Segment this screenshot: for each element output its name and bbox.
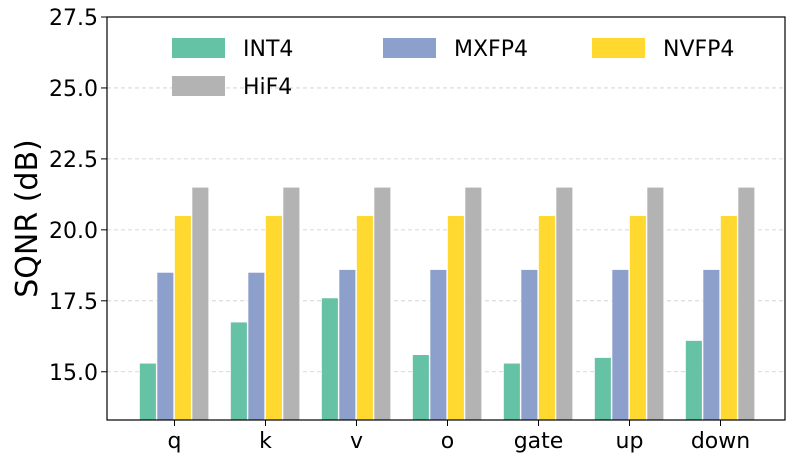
bar-int4-up [594, 357, 612, 421]
plot-frame [106, 16, 786, 421]
bar-int4-v [321, 297, 339, 421]
bar-nvfp4-k [265, 215, 283, 421]
legend: INT4 MXFP4 NVFP4 HiF4 [172, 37, 734, 100]
bar-int4-k [230, 321, 248, 421]
y-axis-ticks: 15.0 17.5 20.0 22.5 25.0 27.5 [49, 6, 107, 386]
x-tick-label-k: k [259, 429, 272, 454]
legend-item-mxfp4: MXFP4 [383, 37, 528, 62]
bar-hif4-o [464, 186, 483, 421]
legend-swatch [172, 38, 225, 58]
bar-mxfp4-down [702, 269, 721, 421]
bar-nvfp4-gate [538, 215, 556, 421]
bar-nvfp4-down [720, 215, 738, 421]
legend-item-hif4: HiF4 [172, 75, 292, 100]
bar-hif4-up [646, 186, 665, 421]
bar-nvfp4-q [174, 215, 192, 421]
x-tick-label-down: down [691, 429, 750, 454]
legend-swatch [172, 76, 225, 96]
bar-hif4-gate [555, 186, 574, 421]
y-tick-label: 20.0 [49, 219, 98, 244]
bar-nvfp4-up [629, 215, 647, 421]
bar-nvfp4-o [447, 215, 465, 421]
x-tick-label-gate: gate [514, 429, 564, 454]
x-axis-ticks: q k v o gate up down [168, 420, 750, 454]
bar-int4-q [139, 362, 157, 421]
legend-label: INT4 [243, 37, 293, 62]
bar-mxfp4-k [247, 272, 266, 421]
x-tick-label-v: v [350, 429, 363, 454]
x-tick-label-up: up [616, 429, 644, 454]
bar-mxfp4-up [611, 269, 630, 421]
legend-label: NVFP4 [663, 37, 734, 62]
y-tick-label: 15.0 [49, 361, 98, 386]
bars [139, 186, 756, 421]
y-tick-label: 17.5 [49, 290, 98, 315]
bar-mxfp4-o [429, 269, 448, 421]
bar-nvfp4-v [356, 215, 374, 421]
legend-swatch [383, 38, 436, 58]
bar-int4-gate [503, 362, 521, 421]
bar-mxfp4-gate [520, 269, 539, 421]
x-tick-label-o: o [441, 429, 454, 454]
bar-mxfp4-q [156, 272, 175, 421]
bar-hif4-down [737, 186, 756, 421]
x-tick-label-q: q [168, 429, 182, 454]
legend-item-nvfp4: NVFP4 [592, 37, 734, 62]
legend-item-int4: INT4 [172, 37, 293, 62]
bar-hif4-k [282, 186, 301, 421]
y-axis-label: SQNR (dB) [10, 139, 45, 298]
bar-hif4-q [191, 186, 210, 421]
y-tick-label: 22.5 [49, 148, 98, 173]
y-tick-label: 25.0 [49, 77, 98, 102]
legend-label: MXFP4 [454, 37, 528, 62]
bar-hif4-v [373, 186, 392, 421]
legend-label: HiF4 [243, 75, 292, 100]
legend-swatch [592, 38, 645, 58]
y-tick-label: 27.5 [49, 6, 98, 31]
bar-mxfp4-v [338, 269, 357, 421]
bar-int4-down [685, 340, 703, 421]
bar-int4-o [412, 354, 430, 421]
